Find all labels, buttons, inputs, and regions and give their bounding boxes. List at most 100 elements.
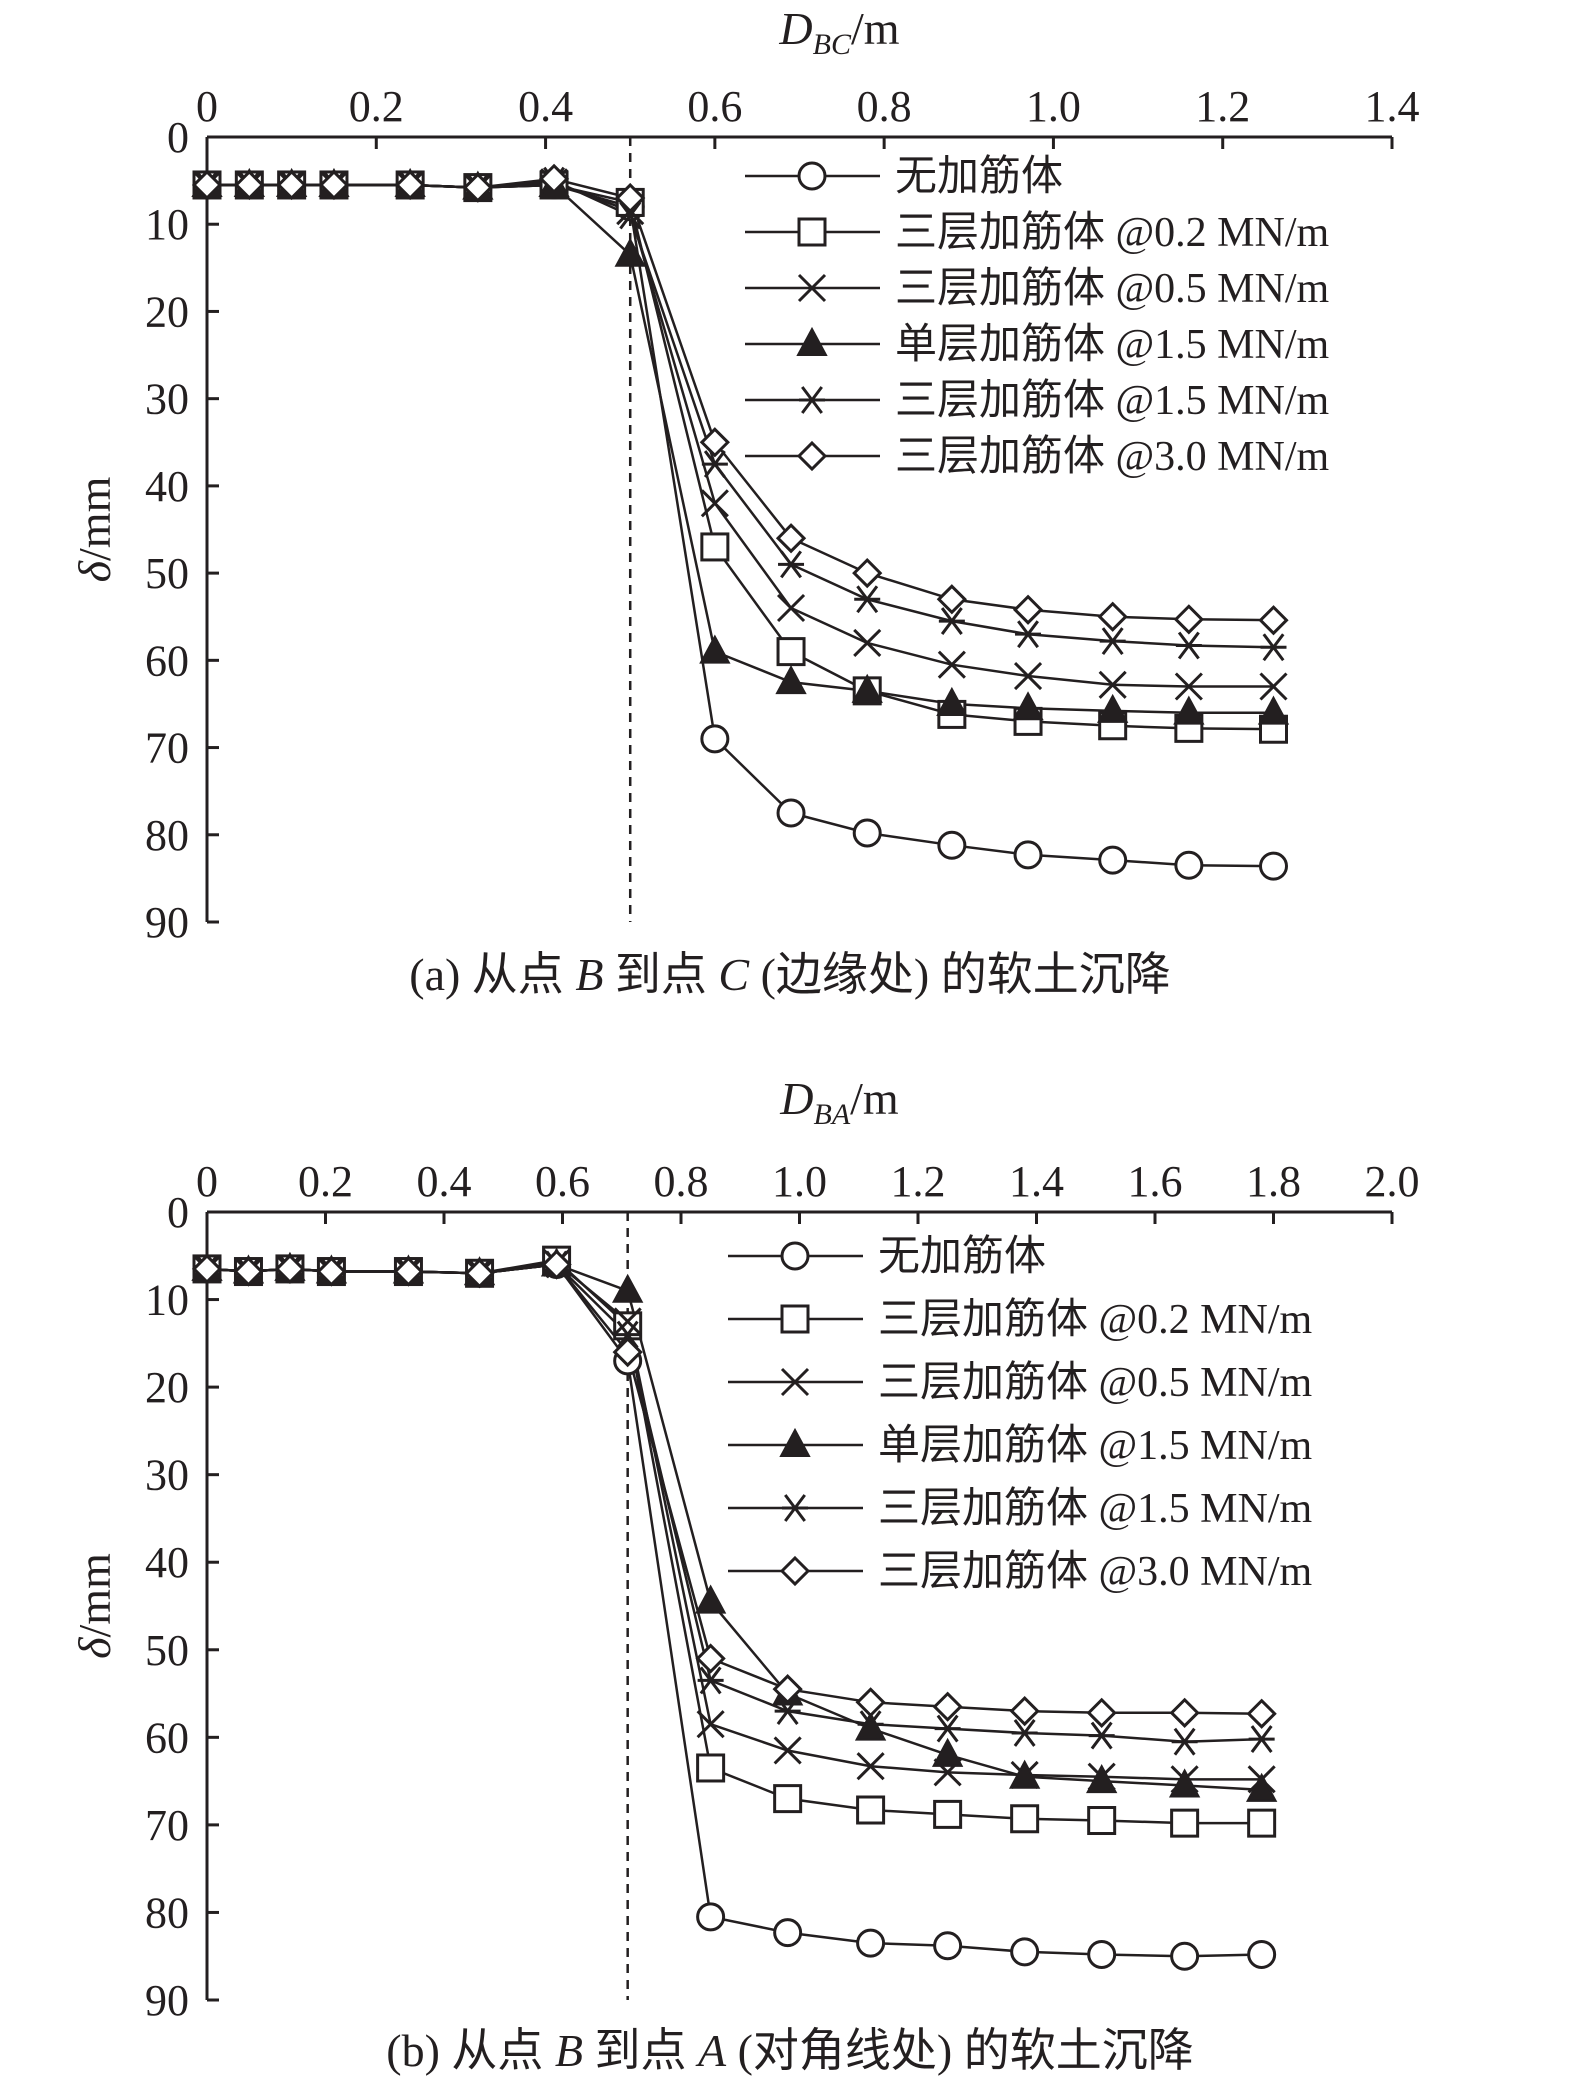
- data-point: [462, 172, 493, 203]
- data-point: [1173, 604, 1204, 635]
- x-tick-label: 1.8: [1246, 1157, 1301, 1206]
- legend-marker-triangle: [796, 326, 828, 356]
- data-point: [1012, 594, 1044, 625]
- data-point: [857, 1710, 884, 1739]
- data-point: [1171, 1727, 1198, 1756]
- data-point: [933, 1799, 963, 1829]
- data-point: [1087, 1806, 1117, 1836]
- data-point: [1098, 845, 1128, 875]
- legend-marker-square: [780, 1304, 810, 1334]
- panel-a: 0 0.2 0.4 0.6 0.8 1.0 1.2 1.4 0 10 20 30 40 50 60 70 80 9…: [69, 3, 1420, 1000]
- data-point: [276, 169, 307, 201]
- data-point: [1247, 1939, 1277, 1969]
- x-tick-label: 2.0: [1365, 1157, 1420, 1206]
- y-axis-title: δ/mm: [69, 476, 120, 582]
- data-point: [933, 1931, 963, 1961]
- x-tick-label: 0.8: [857, 82, 912, 131]
- legend-label: 三层加筋体 @1.5 MN/m: [895, 378, 1330, 424]
- x-tick-label: 1.0: [772, 1157, 827, 1206]
- data-point: [776, 798, 806, 828]
- caption-part: B: [555, 2025, 583, 2076]
- legend-marker-triangle: [779, 1427, 811, 1457]
- legend-marker-x: [797, 273, 827, 303]
- data-point: [936, 686, 968, 716]
- data-point: [316, 1256, 347, 1287]
- data-point: [700, 532, 730, 562]
- y-axis-title-unit: /mm: [69, 1553, 120, 1638]
- panel-caption: (b) 从点 B 到点 A (对角线处) 的软土沉降: [386, 2025, 1194, 2076]
- data-point: [1168, 1768, 1201, 1798]
- data-point: [854, 585, 881, 614]
- legend-label: 单层加筋体 @1.5 MN/m: [895, 322, 1330, 368]
- data-point: [695, 1643, 726, 1674]
- x-tick-label: 0.4: [417, 1157, 472, 1206]
- y-axis-title-symbol: δ: [69, 1637, 120, 1659]
- series-6-markers: [191, 1249, 1277, 1729]
- data-point: [932, 1691, 963, 1722]
- data-point: [855, 1687, 886, 1718]
- legend-marker-diamond: [779, 1555, 811, 1587]
- legend-label: 三层加筋体 @0.2 MN/m: [895, 210, 1330, 256]
- data-point: [1086, 1697, 1117, 1728]
- data-point: [696, 1902, 726, 1932]
- data-point: [778, 550, 805, 579]
- data-point: [318, 169, 350, 201]
- legend-label: 三层加筋体 @0.2 MN/m: [878, 1297, 1313, 1343]
- data-point: [1010, 1804, 1040, 1834]
- y-tick-label: 80: [145, 811, 189, 860]
- y-tick-label: 10: [145, 200, 189, 249]
- caption-part: (边缘处) 的软土沉降: [749, 949, 1171, 1000]
- data-point: [1247, 1808, 1277, 1838]
- y-tick-label: 50: [145, 549, 189, 598]
- legend-marker-star: [799, 386, 825, 414]
- y-tick-label: 90: [145, 898, 189, 947]
- y-tick-label: 60: [145, 636, 189, 685]
- data-point: [772, 1674, 803, 1705]
- data-point: [464, 1258, 495, 1289]
- data-point: [852, 818, 882, 848]
- x-axis-title-symbol: D: [779, 1073, 813, 1124]
- y-tick-label: 70: [145, 724, 189, 773]
- panel-b: 0 0.2 0.4 0.6 0.8 1.0 1.2 1.4 1.6 1.8 2.0 0 10 20 30 40…: [69, 1073, 1420, 2076]
- data-point: [775, 665, 807, 695]
- y-tick-label: 70: [145, 1801, 189, 1850]
- data-point: [1248, 1725, 1275, 1753]
- caption-part: (b) 从点: [386, 2025, 555, 2076]
- data-point: [696, 1710, 725, 1739]
- y-tick-label: 20: [145, 1363, 189, 1412]
- x-axis-title-symbol: D: [778, 3, 812, 54]
- data-point: [1258, 605, 1289, 636]
- data-point: [694, 1584, 727, 1614]
- data-point: [1173, 695, 1205, 725]
- caption-part: B: [575, 949, 603, 1000]
- caption-part: (对角线处) 的软土沉降: [726, 2025, 1194, 2076]
- data-point: [934, 1714, 961, 1743]
- y-tick-label: 40: [145, 462, 189, 511]
- legend-label: 三层加筋体 @0.5 MN/m: [878, 1360, 1313, 1406]
- data-point: [233, 1256, 264, 1287]
- y-tick-label: 30: [145, 1451, 189, 1500]
- data-point: [697, 1666, 724, 1695]
- y-tick-label: 40: [145, 1538, 189, 1587]
- y-tick-label: 50: [145, 1626, 189, 1675]
- x-axis-title-subscript: BC: [813, 28, 852, 61]
- data-point: [774, 1697, 801, 1725]
- legend-label: 三层加筋体 @3.0 MN/m: [878, 1549, 1313, 1595]
- x-tick-label: 0.6: [687, 82, 742, 131]
- data-point: [1097, 693, 1129, 723]
- legend-label: 无加筋体: [895, 154, 1063, 200]
- y-tick-label: 0: [167, 1188, 189, 1237]
- data-point: [1009, 1695, 1040, 1727]
- data-point: [856, 1928, 886, 1958]
- data-point: [393, 1256, 424, 1287]
- y-axis-title-symbol: δ: [69, 560, 120, 582]
- y-tick-label: 60: [145, 1713, 189, 1762]
- x-tick-label: 0.4: [518, 82, 573, 131]
- x-tick-label: 0.2: [298, 1157, 353, 1206]
- data-point: [1008, 1759, 1041, 1789]
- data-point: [1097, 601, 1128, 632]
- y-tick-label: 20: [145, 287, 189, 336]
- x-tick-label: 1.4: [1009, 1157, 1064, 1206]
- data-point: [191, 169, 223, 201]
- data-point: [614, 237, 646, 267]
